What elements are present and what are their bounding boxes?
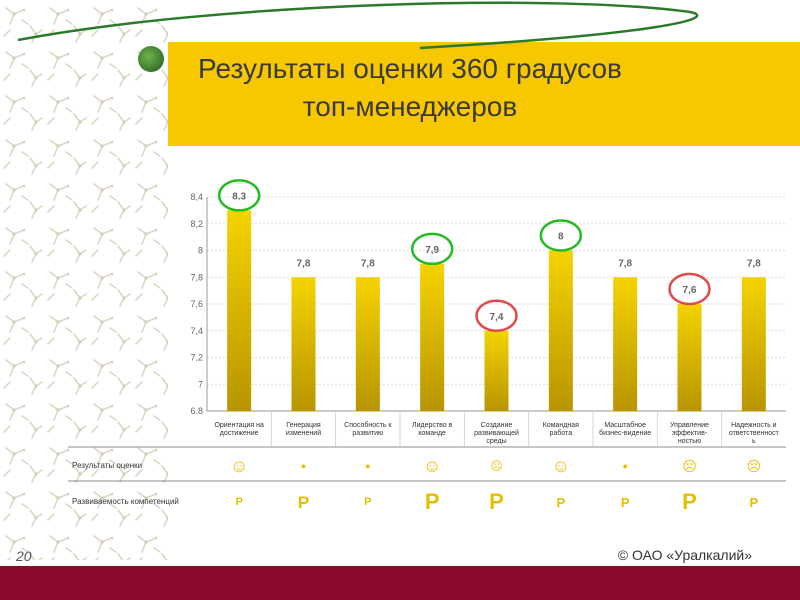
table-row-label: Развиваемость компетенций [72,497,179,506]
data-label: 7,8 [747,258,761,269]
bar [420,263,445,411]
bar [291,277,316,411]
smile-icon: ☺ [422,456,442,476]
development-mark: Р [235,495,243,508]
development-mark: Р [749,494,759,510]
y-tick-label: 7,4 [190,326,203,336]
data-label: 7,9 [425,245,439,256]
development-mark: Р [297,492,310,512]
y-tick-label: 6.8 [190,406,203,416]
dot-icon: ● [365,460,371,471]
page-number: 20 [16,548,32,564]
category-label: Генерация изменений [286,422,321,437]
copyright: © ОАО «Уралкалий» [617,547,752,563]
data-label: 7,8 [361,258,375,269]
y-tick-label: 8,2 [190,219,203,229]
data-label: 7,6 [683,285,697,296]
data-label: 7,4 [490,312,504,323]
title-banner [168,42,800,146]
frown-icon: ☹ [746,458,762,474]
footer-bar [0,566,800,600]
frown-icon: ☹ [490,459,503,473]
y-tick-label: 7 [198,379,203,389]
highlight-circle [475,299,518,332]
data-label: 8.3 [232,191,246,202]
development-mark: Р [424,489,440,514]
dot-icon: ● [300,460,307,471]
category-label: Надежность и ответственност ь [729,422,780,445]
bar [741,277,766,411]
development-mark: Р [620,494,630,510]
smile-icon: ☺ [551,456,571,476]
y-tick-label: 8,4 [190,192,203,202]
development-mark: Р [682,489,697,514]
bar [613,277,638,411]
frown-icon: ☹ [682,458,697,474]
data-label: 7,8 [618,258,632,269]
bar [548,250,573,411]
highlight-circle [668,272,711,306]
decorative-swoosh [17,1,699,50]
category-label: Масштабное бизнес-видение [599,421,651,437]
title-line-1: Результаты оценки 360 градусов [198,53,622,84]
data-label: 7,8 [297,258,311,269]
dot-icon: ● [622,460,628,471]
development-mark: Р [489,489,504,514]
bar [227,210,252,411]
development-mark: Р [364,495,372,508]
category-label: Ориентация на достижение [214,422,264,437]
category-label: Способность к развитию [344,421,392,437]
bar [484,330,509,411]
development-mark: Р [556,494,566,510]
title-bullet-icon [138,46,164,72]
category-label: Командная работа [543,422,579,437]
y-tick-label: 7,6 [190,299,203,309]
title-line-2: топ-менеджеров [302,91,518,122]
category-label: Лидерство в команде [412,422,453,437]
bar [677,304,702,411]
highlight-circle [217,179,261,212]
y-tick-label: 7,8 [190,272,203,282]
highlight-circle [410,232,454,266]
y-tick-label: 8 [198,246,203,256]
highlight-circle [539,219,583,252]
category-label: Создание развивающей среды [474,422,519,445]
decorative-pattern [0,0,168,560]
data-label: 8 [558,232,564,243]
bar [355,277,380,411]
y-tick-label: 7,2 [190,353,203,363]
page-title: Результаты оценки 360 градусов топ-менед… [180,50,640,126]
smile-icon: ☺ [229,456,249,476]
table-row-label: Результаты оценки [72,461,143,470]
bar-chart: 6.8 7 7,2 7,4 7,6 7,8 8 8,2 8,4 8.3 Ориентация на д… [68,179,786,482]
category-label: Управление эффектив-ностью [670,422,709,445]
